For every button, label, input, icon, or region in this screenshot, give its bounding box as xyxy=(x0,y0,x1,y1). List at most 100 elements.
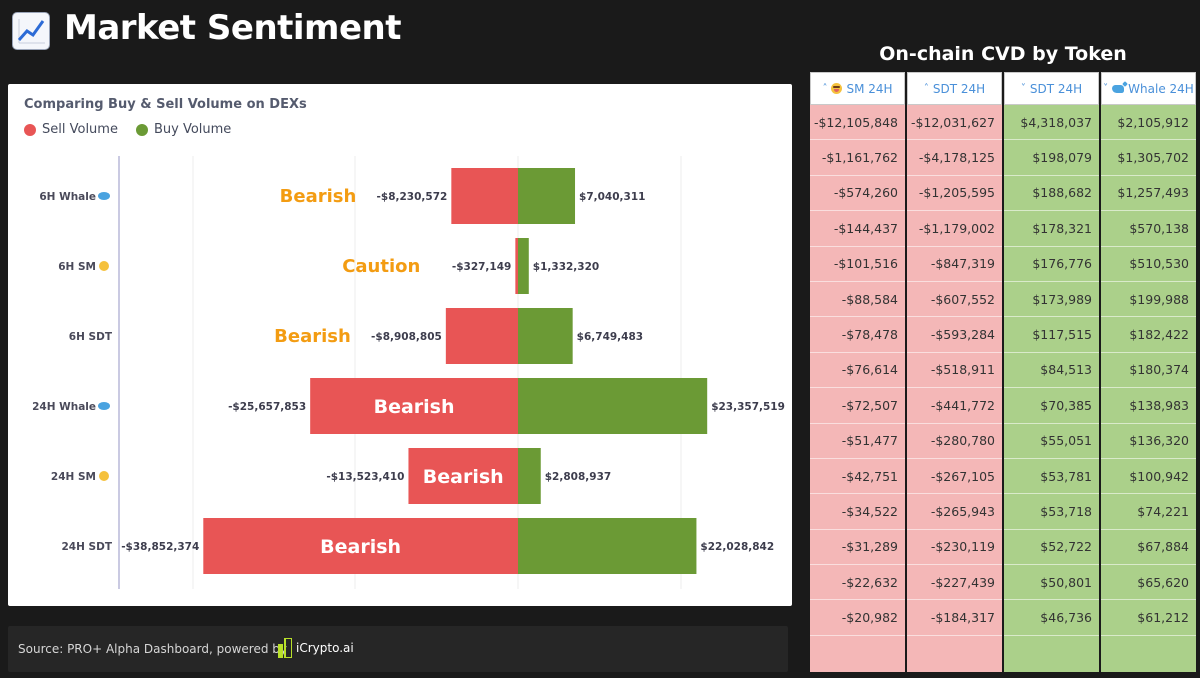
legend-sell-dot xyxy=(24,123,36,136)
cvd-column-header[interactable]: ˄ SM 24H xyxy=(810,72,905,105)
category-label: 24H SM xyxy=(51,471,96,483)
sell-value-label: -$8,230,572 xyxy=(377,191,448,203)
legend-buy-label: Buy Volume xyxy=(153,122,232,137)
category-label: 6H Whale xyxy=(39,191,96,203)
sort-descending-icon: ˅ xyxy=(1020,83,1026,94)
chart-legend: Sell Volume Buy Volume xyxy=(24,122,231,137)
cvd-cell: -$1,205,595 xyxy=(907,176,1002,212)
grinning-face-icon xyxy=(831,83,843,94)
cvd-cell: -$76,614 xyxy=(810,353,905,389)
cvd-cell: -$101,516 xyxy=(810,247,905,282)
cvd-cell: $188,682 xyxy=(1004,176,1099,212)
cvd-cell: -$34,522 xyxy=(810,494,905,530)
brand-link[interactable]: iCrypto.ai xyxy=(278,638,354,658)
cvd-cell: -$267,105 xyxy=(907,459,1002,495)
cvd-cell: $46,736 xyxy=(1004,600,1099,636)
whale-icon xyxy=(1112,84,1125,93)
buy-value-label: $7,040,311 xyxy=(579,191,645,203)
buy-value-label: $1,332,320 xyxy=(533,261,599,273)
legend-buy-volume[interactable]: Buy Volume xyxy=(135,122,232,137)
cvd-column-body: $2,105,912 $1,305,702 $1,257,493 $570,138 $5… xyxy=(1101,105,1196,672)
sentiment-annotation: Bearish xyxy=(423,466,504,488)
cvd-cell: $53,718 xyxy=(1004,494,1099,530)
diverging-bar-chart: -$8,230,572 $7,040,311 6H Whale Bearish -$32… xyxy=(32,156,785,589)
cvd-cell: $1,257,493 xyxy=(1101,176,1196,212)
cvd-cell: $52,722 xyxy=(1004,530,1099,566)
cvd-column-header[interactable]: ˅ SDT 24H xyxy=(1004,72,1099,105)
whale-icon xyxy=(98,192,110,200)
cvd-cell: -$42,751 xyxy=(810,459,905,495)
buy-value-label: $6,749,483 xyxy=(577,331,643,343)
cvd-cell: -$230,119 xyxy=(907,530,1002,566)
cvd-column-body: $4,318,037 $198,079 $188,682 $178,321 $176,7… xyxy=(1004,105,1099,672)
sentiment-annotation: Bearish xyxy=(320,536,401,558)
cvd-cell: $65,620 xyxy=(1101,565,1196,601)
legend-sell-volume[interactable]: Sell Volume xyxy=(24,122,118,137)
buy-bar xyxy=(518,168,576,224)
cvd-cell: -$1,161,762 xyxy=(810,140,905,176)
sell-bar xyxy=(310,378,518,434)
buy-bar xyxy=(518,308,573,364)
cvd-cell: $4,318,037 xyxy=(1004,105,1099,141)
sell-value-label: -$327,149 xyxy=(452,261,512,273)
cvd-cell: -$20,982 xyxy=(810,600,905,636)
cvd-cell: -$227,439 xyxy=(907,565,1002,601)
sell-value-label: -$13,523,410 xyxy=(326,471,404,483)
sell-bar xyxy=(515,238,518,294)
sort-descending-icon: ˅ xyxy=(1103,83,1109,94)
cvd-cell: -$12,031,627 xyxy=(907,105,1002,141)
category-label: 24H Whale xyxy=(32,401,96,413)
cvd-cell: $67,884 xyxy=(1101,530,1196,566)
cvd-cell: $138,983 xyxy=(1101,388,1196,424)
buy-bar xyxy=(518,378,708,434)
buy-value-label: $2,808,937 xyxy=(545,471,611,483)
buy-value-label: $23,357,519 xyxy=(711,401,785,413)
cvd-cell: $199,988 xyxy=(1101,282,1196,318)
icrypto-logo-icon xyxy=(278,638,292,658)
cvd-cell: $570,138 xyxy=(1101,211,1196,247)
sell-bar xyxy=(203,518,518,574)
cvd-column-2: ˄ SDT 24H -$12,031,627 -$4,178,125 -$1,205,5… xyxy=(907,72,1002,672)
cvd-cell: -$144,437 xyxy=(810,211,905,247)
cvd-cell: -$280,780 xyxy=(907,424,1002,459)
cvd-cell: $61,212 xyxy=(1101,600,1196,636)
cvd-column-header[interactable]: ˅ Whale 24H xyxy=(1101,72,1196,105)
cvd-cell: $100,942 xyxy=(1101,459,1196,495)
cvd-cell: $136,320 xyxy=(1101,424,1196,459)
cvd-cell: $510,530 xyxy=(1101,247,1196,282)
chart-panel: Comparing Buy & Sell Volume on DEXs Sell… xyxy=(8,84,792,606)
category-label: 6H SM xyxy=(58,261,96,273)
cvd-column-body: -$12,031,627 -$4,178,125 -$1,205,595 -$1,17… xyxy=(907,105,1002,672)
sort-ascending-icon: ˄ xyxy=(923,83,929,94)
cvd-cell: $53,781 xyxy=(1004,459,1099,495)
buy-bar xyxy=(518,518,697,574)
cvd-cell: -$31,289 xyxy=(810,530,905,566)
cvd-cell: -$72,507 xyxy=(810,388,905,424)
cvd-title: On-chain CVD by Token xyxy=(879,43,1127,65)
grinning-face-icon xyxy=(99,471,109,481)
cvd-column-header[interactable]: ˄ SDT 24H xyxy=(907,72,1002,105)
source-text: Source: PRO+ Alpha Dashboard, powered by xyxy=(18,642,287,656)
cvd-cell: $84,513 xyxy=(1004,353,1099,389)
sell-value-label: -$8,908,805 xyxy=(371,331,442,343)
cvd-header-label: SM 24H xyxy=(846,81,893,96)
sell-bar xyxy=(445,308,518,364)
cvd-cell: -$12,105,848 xyxy=(810,105,905,141)
cvd-cell: $117,515 xyxy=(1004,317,1099,353)
cvd-header-label: Whale 24H xyxy=(1128,81,1194,96)
sell-value-label: -$38,852,374 xyxy=(121,541,199,553)
sentiment-annotation: Bearish xyxy=(374,396,455,418)
cvd-header-label: SDT 24H xyxy=(932,81,986,96)
sentiment-annotation: Caution xyxy=(342,256,420,277)
sell-bar xyxy=(451,168,518,224)
sort-ascending-icon: ˄ xyxy=(822,83,828,94)
cvd-column-1: ˄ SM 24H -$12,105,848 -$1,161,762 -$574,260-… xyxy=(810,72,905,672)
cvd-cell: -$441,772 xyxy=(907,388,1002,424)
cvd-cell: $176,776 xyxy=(1004,247,1099,282)
cvd-cell: -$88,584 xyxy=(810,282,905,318)
sell-value-label: -$25,657,853 xyxy=(228,401,306,413)
cvd-cell: -$78,478 xyxy=(810,317,905,353)
grinning-face-icon xyxy=(99,261,109,271)
cvd-cell: -$518,911 xyxy=(907,353,1002,389)
cvd-cell: $178,321 xyxy=(1004,211,1099,247)
